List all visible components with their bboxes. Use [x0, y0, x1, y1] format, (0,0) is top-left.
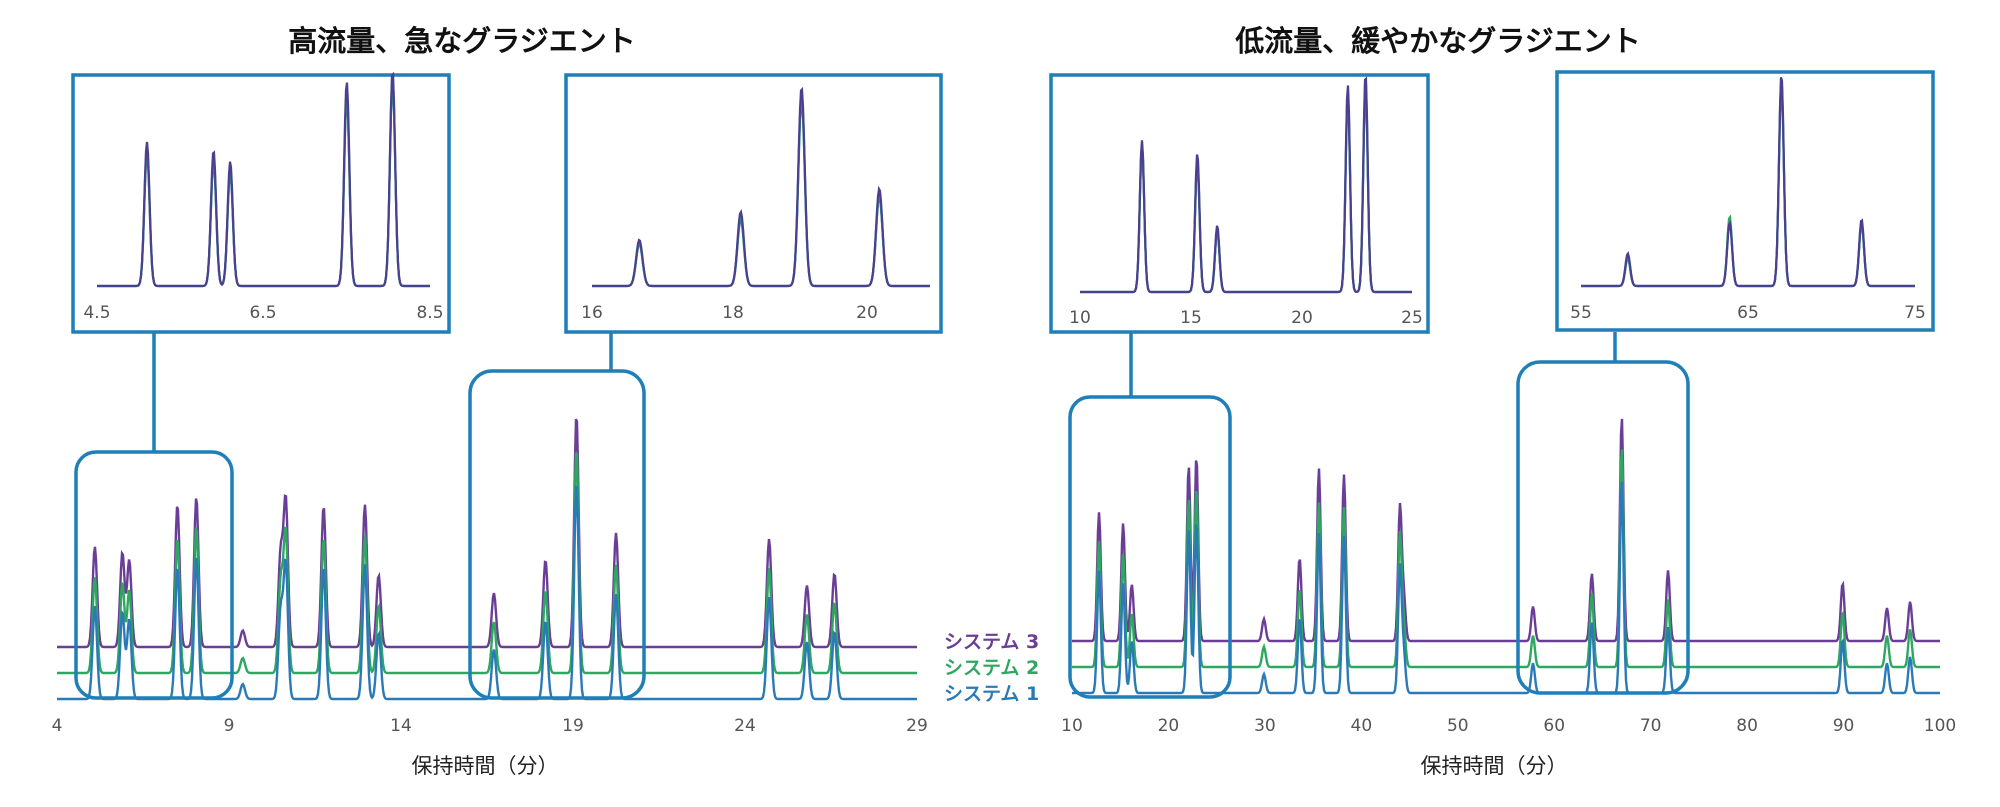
trace-system3: [1072, 418, 1940, 643]
right-inset-2-ticks: 55 65 75: [1570, 303, 1926, 323]
inset-tick-label: 18: [722, 303, 744, 323]
right-x-axis-label: 保持時間（分）: [1421, 754, 1568, 778]
trace-system2: [57, 452, 917, 675]
legend-system-3: システム 3: [944, 631, 1039, 653]
right-title: 低流量、緩やかなグラジエント: [1234, 24, 1640, 58]
trace-system1: [57, 485, 917, 701]
right-x-axis-ticks: 10 20 30 40 50 60 70 80 90 100: [1061, 716, 1956, 736]
inset-tick-label: 75: [1904, 303, 1926, 323]
inset-trace-system3: [1080, 76, 1412, 294]
inset-tick-label: 20: [856, 303, 878, 323]
left-inset-2-ticks: 16 18 20: [581, 303, 878, 323]
legend-system-1: システム 1: [944, 683, 1039, 705]
inset-tick-label: 25: [1401, 308, 1423, 328]
left-inset-1-ticks: 4.5 6.5 8.5: [83, 303, 443, 323]
x-tick-label: 9: [224, 716, 235, 736]
x-tick-label: 50: [1447, 716, 1469, 736]
right-inset-1-traces: [1080, 76, 1412, 294]
x-tick-label: 24: [734, 716, 756, 736]
right-inset-2: 55 65 75: [1555, 70, 1935, 332]
inset-trace-system3: [592, 86, 930, 288]
right-panel: 低流量、緩やかなグラジエント 10 15 20 25 55 65 75 10 20 30 40 5…: [1049, 24, 1956, 778]
x-tick-label: 20: [1158, 716, 1180, 736]
left-panel: 高流量、急なグラジエント 4.5 6.5 8.5 16 18 20 4 9 14 19 24 29…: [52, 24, 1040, 778]
inset-tick-label: 16: [581, 303, 603, 323]
right-inset-1: 10 15 20 25: [1049, 73, 1430, 334]
x-tick-label: 19: [562, 716, 584, 736]
trace-system1: [1072, 481, 1940, 695]
x-tick-label: 14: [390, 716, 412, 736]
inset-tick-label: 8.5: [416, 303, 443, 323]
inset-tick-label: 20: [1291, 308, 1313, 328]
inset-trace-system3: [1581, 77, 1915, 288]
right-traces: [1072, 418, 1940, 695]
left-x-axis-ticks: 4 9 14 19 24 29: [52, 716, 928, 736]
x-tick-label: 100: [1924, 716, 1956, 736]
inset-tick-label: 10: [1069, 308, 1091, 328]
x-tick-label: 90: [1833, 716, 1855, 736]
legend-system-2: システム 2: [944, 657, 1039, 679]
x-tick-label: 70: [1640, 716, 1662, 736]
x-tick-label: 60: [1543, 716, 1565, 736]
left-title: 高流量、急なグラジエント: [288, 24, 635, 58]
right-inset-2-traces: [1581, 77, 1915, 288]
inset-tick-label: 4.5: [83, 303, 110, 323]
left-inset-1: 4.5 6.5 8.5: [71, 71, 451, 334]
x-tick-label: 10: [1061, 716, 1083, 736]
right-zoom-region-2: [1516, 360, 1690, 695]
left-inset-2: 16 18 20: [564, 73, 943, 334]
right-inset-1-ticks: 10 15 20 25: [1069, 308, 1423, 328]
left-x-axis-label: 保持時間（分）: [412, 754, 559, 778]
inset-trace-system3: [97, 71, 430, 288]
x-tick-label: 40: [1351, 716, 1373, 736]
x-tick-label: 29: [906, 716, 928, 736]
trace-system2: [1072, 449, 1940, 669]
inset-tick-label: 6.5: [249, 303, 276, 323]
inset-tick-label: 65: [1737, 303, 1759, 323]
x-tick-label: 80: [1736, 716, 1758, 736]
left-inset-1-traces: [97, 71, 430, 288]
x-tick-label: 4: [52, 716, 63, 736]
inset-tick-label: 15: [1180, 308, 1202, 328]
right-zoom-region-1: [1068, 395, 1232, 699]
left-traces: [57, 418, 917, 701]
left-zoom-region-2: [468, 369, 646, 700]
left-inset-2-traces: [592, 86, 930, 288]
x-tick-label: 30: [1254, 716, 1276, 736]
inset-tick-label: 55: [1570, 303, 1592, 323]
